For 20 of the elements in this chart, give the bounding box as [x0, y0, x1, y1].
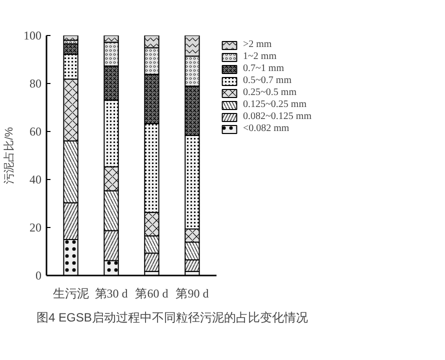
x-tick-label: 第30 d: [94, 286, 128, 300]
legend-label: >2 mm: [243, 39, 272, 50]
legend-label: 0.125~0.25 mm: [243, 99, 306, 110]
y-tick-label: 0: [36, 268, 42, 282]
legend-label: 0.082~0.125 mm: [243, 111, 312, 122]
y-axis-title: 污泥占比/%: [2, 126, 16, 184]
y-tick-label: 80: [30, 76, 42, 90]
legend-label: 0.7~1 mm: [243, 63, 284, 74]
y-tick-label: 40: [30, 172, 42, 186]
legend-label: <0.082 mm: [243, 123, 290, 134]
x-tick-label: 第90 d: [176, 286, 209, 300]
caption: 图4 EGSB启动过程中不同粒径污泥的占比变化情况: [36, 310, 308, 324]
legend-label: 0.5~0.7 mm: [243, 75, 292, 86]
legend-label: 0.25~0.5 mm: [243, 87, 296, 98]
y-tick-label: 20: [30, 220, 42, 234]
y-tick-label: 100: [24, 28, 42, 42]
x-tick-label: 生污泥: [52, 286, 89, 300]
y-tick-label: 60: [30, 124, 42, 138]
legend-label: 1~2 mm: [243, 51, 276, 62]
x-tick-label: 第60 d: [135, 286, 168, 300]
